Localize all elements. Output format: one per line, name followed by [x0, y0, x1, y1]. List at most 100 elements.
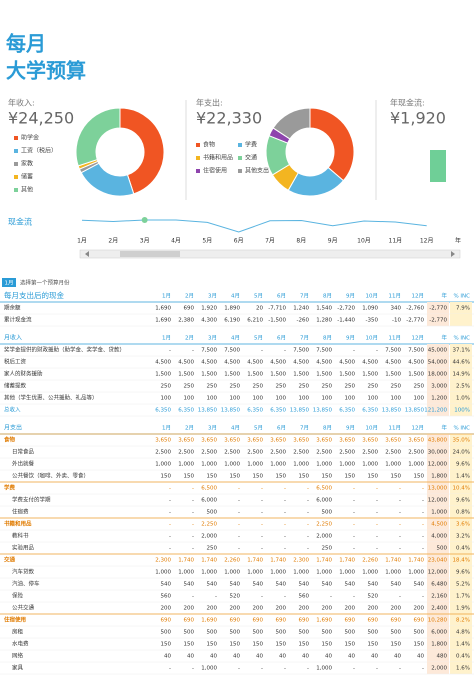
- cell: -10: [392, 318, 401, 324]
- cell: -: [261, 348, 263, 354]
- cell: 40: [302, 654, 309, 660]
- cell: 690: [391, 618, 402, 624]
- row-label: 交通: [4, 556, 16, 564]
- cell: 2,380: [178, 318, 194, 324]
- cell: 40: [325, 654, 332, 660]
- panel-total: ¥22,330: [196, 109, 262, 128]
- column-header: 7月: [300, 425, 309, 432]
- x-tick-label: 6月: [234, 238, 244, 245]
- cell: 4,500: [201, 360, 217, 366]
- cell: 150: [391, 642, 402, 648]
- cell: -: [399, 534, 401, 540]
- row-label: 食物: [3, 436, 16, 444]
- cell: 500: [253, 630, 264, 636]
- cell: 1,500: [155, 372, 171, 378]
- cell: 100%: [454, 408, 470, 414]
- panel-label: 年收入:: [8, 98, 35, 108]
- column-header: 年: [441, 334, 447, 342]
- title: 每月: [6, 32, 46, 56]
- cell: 150: [299, 642, 310, 648]
- cell: -: [353, 594, 355, 600]
- cell: -: [284, 498, 286, 504]
- cell: 45,000: [428, 348, 448, 354]
- cell: 12,000: [428, 570, 448, 576]
- cell: 150: [345, 642, 356, 648]
- cell: 100: [299, 396, 310, 402]
- x-tick-label: 2月: [108, 238, 118, 245]
- cell: 150: [207, 642, 218, 648]
- cell: 1.0%: [456, 396, 470, 402]
- cell: 6,350: [155, 408, 171, 414]
- cell: 3,650: [247, 438, 263, 444]
- year-cell: [427, 482, 449, 494]
- column-header: 8月: [323, 293, 332, 300]
- cell: 1,920: [201, 306, 217, 312]
- cell: 150: [368, 642, 379, 648]
- cell: 1,000: [201, 570, 217, 576]
- cell: 500: [207, 510, 218, 516]
- legend-label: 工资（税后）: [21, 147, 57, 155]
- pct-cell: [450, 554, 472, 566]
- column-header: 11月: [389, 293, 402, 300]
- cell: 1,000: [316, 666, 332, 672]
- cell: 3,650: [155, 438, 171, 444]
- cell: 540: [322, 582, 333, 588]
- column-header: 3月: [208, 335, 217, 342]
- cell: -: [376, 498, 378, 504]
- cell: 200: [253, 606, 264, 612]
- cell: 150: [184, 474, 195, 480]
- cell: 250: [299, 384, 310, 390]
- year-cell: [427, 542, 449, 554]
- year-cell: [427, 404, 449, 416]
- scrollbar[interactable]: [79, 249, 461, 259]
- cell: -: [261, 498, 263, 504]
- year-cell: [427, 458, 449, 470]
- donut-slice: [309, 107, 355, 182]
- cell: 14.9%: [453, 372, 470, 378]
- legend-swatch: [14, 136, 18, 140]
- cell: 4,300: [201, 318, 217, 324]
- cell: -: [399, 486, 401, 492]
- cell: -: [169, 546, 171, 552]
- cell: 6,500: [201, 486, 217, 492]
- cell: 520: [230, 594, 241, 600]
- cell: 1,000: [293, 570, 309, 576]
- year-cell: [427, 470, 449, 482]
- cell: -: [261, 510, 263, 516]
- cell: 24.0%: [453, 450, 470, 456]
- scroll-thumb[interactable]: [120, 251, 180, 257]
- pct-cell: [450, 494, 472, 506]
- cell: 1,000: [362, 570, 378, 576]
- cell: 1,000: [408, 462, 424, 468]
- cell: 250: [322, 546, 333, 552]
- cell: -: [353, 486, 355, 492]
- cell: 1,690: [201, 618, 217, 624]
- cell: 121,200: [424, 408, 447, 414]
- cell: 9.6%: [456, 462, 470, 468]
- cell: 200: [276, 606, 287, 612]
- cell: 150: [161, 642, 172, 648]
- cell: 4,500: [431, 522, 447, 528]
- cell: -: [261, 486, 263, 492]
- cell: 1,000: [178, 462, 194, 468]
- cell: 150: [230, 642, 241, 648]
- year-cell: [427, 434, 449, 446]
- panel-label: 年支出:: [196, 98, 223, 108]
- cell: -: [238, 534, 240, 540]
- cell: 100: [368, 396, 379, 402]
- pct-cell: [450, 314, 472, 326]
- column-header: 1月: [162, 335, 171, 342]
- cell: 6,000: [431, 630, 447, 636]
- column-header: 8月: [323, 425, 332, 432]
- row-label: 网络: [12, 652, 24, 660]
- month-select[interactable]: [2, 278, 16, 287]
- cell: 1,000: [431, 510, 447, 516]
- cell: 4,500: [178, 360, 194, 366]
- cell: 7,500: [316, 348, 332, 354]
- cell: -: [192, 522, 194, 528]
- column-header: 3月: [208, 293, 217, 300]
- cell: 690: [299, 618, 310, 624]
- cell: 150: [161, 474, 172, 480]
- cell: 100: [161, 396, 172, 402]
